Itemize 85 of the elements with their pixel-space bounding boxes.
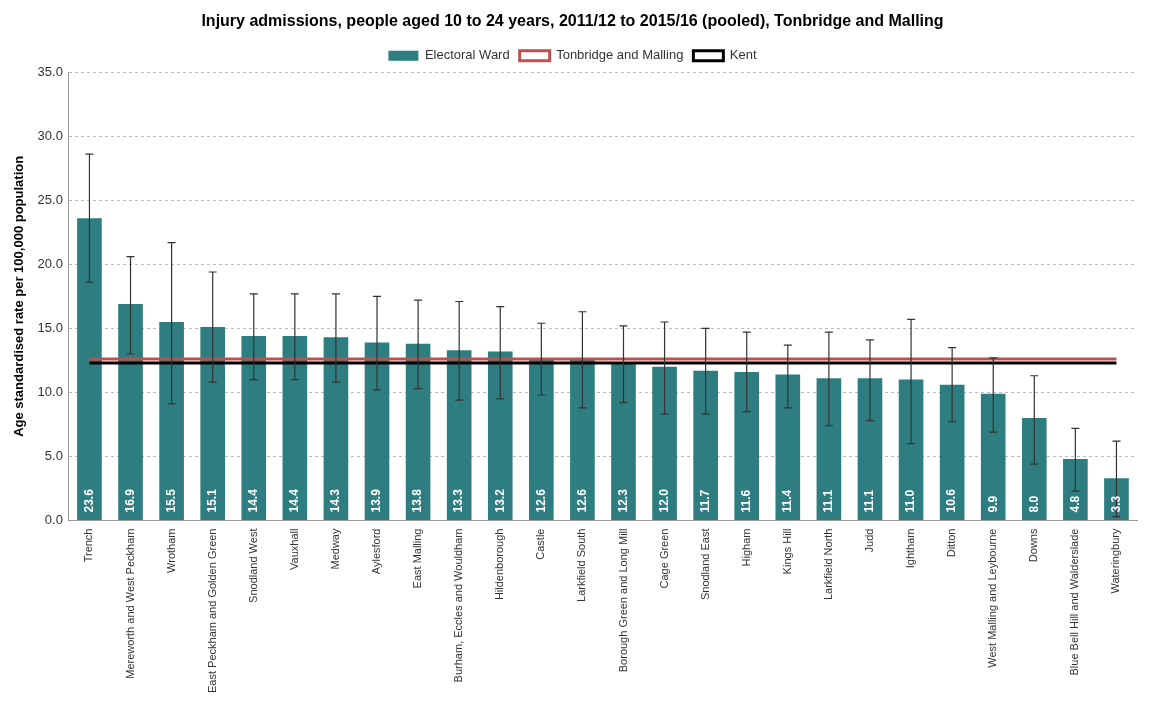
data-label: 14.4 [246, 488, 261, 513]
data-label: 12.6 [533, 488, 548, 513]
bar [734, 371, 760, 521]
data-label: 14.4 [287, 488, 302, 513]
y-tick-label: 5.0 [44, 448, 63, 464]
x-tick-label: Mereworth and West Peckham [123, 528, 136, 679]
bar [1021, 418, 1047, 521]
data-label: 11.1 [821, 489, 836, 513]
x-tick-label: Aylesford [370, 528, 383, 575]
x-tick-label: Higham [739, 528, 752, 567]
data-label: 11.1 [862, 489, 877, 513]
data-label: 13.8 [410, 488, 425, 513]
data-label: 4.8 [1067, 495, 1082, 513]
data-label: 9.9 [985, 495, 1000, 513]
data-label: 3.3 [1108, 495, 1123, 513]
bar [118, 304, 143, 521]
x-tick-label: Ightham [904, 528, 917, 569]
x-tick-label: East Malling [411, 528, 424, 589]
data-label: 11.4 [780, 489, 795, 513]
data-label: 8.0 [1026, 495, 1041, 513]
x-tick-label: Larkfield South [575, 528, 588, 602]
y-tick-label: 15.0 [37, 319, 63, 335]
x-tick-label: Wrotham [164, 528, 177, 573]
y-tick-label: 10.0 [37, 384, 63, 399]
x-tick-label: Larkfield North [821, 528, 834, 601]
x-tick-label: East Peckham and Golden Green [205, 528, 218, 693]
bar [487, 351, 513, 521]
data-label: 16.9 [122, 488, 137, 513]
bar [898, 379, 924, 521]
x-tick-label: Blue Bell Hill and Walderslade [1068, 528, 1081, 676]
y-axis-title: Age standardised rate per 100,000 population [11, 155, 27, 437]
data-label: 13.9 [369, 488, 384, 513]
x-tick-label: Wateringbury [1109, 528, 1122, 594]
bar [652, 366, 677, 521]
x-tick-label: Hildenborough [493, 528, 506, 601]
x-tick-label: Snodland East [698, 528, 711, 601]
x-tick-label: Medway [328, 528, 341, 570]
x-tick-label: Judd [863, 528, 876, 553]
data-label: 15.5 [163, 488, 178, 513]
bar [693, 370, 718, 521]
bar [323, 337, 349, 521]
data-label: 11.7 [697, 489, 712, 513]
bar [857, 378, 883, 521]
bar [980, 393, 1006, 521]
y-tick-label: 30.0 [37, 127, 63, 143]
x-tick-label: Snodland West [246, 528, 259, 603]
y-tick-label: 20.0 [37, 255, 63, 271]
data-label: 10.6 [944, 488, 959, 513]
bar [159, 321, 184, 521]
y-tick-label: 0.0 [44, 512, 63, 528]
bar [816, 378, 842, 521]
data-label: 12.6 [574, 488, 589, 513]
x-tick-label: Trench [82, 528, 95, 563]
x-tick-label: Downs [1027, 528, 1040, 563]
data-label: 11.0 [903, 489, 918, 513]
bar [1063, 459, 1088, 521]
bar [282, 336, 308, 521]
x-tick-label: Cage Green [657, 528, 670, 589]
data-label: 23.6 [81, 488, 96, 513]
chart-title: Injury admissions, people aged 10 to 24 years, 2011/12 to 2015/16 (pooled), Tonbridge and Malling [201, 12, 944, 30]
legend-label: Kent [729, 47, 757, 63]
bar [939, 384, 965, 521]
bar [241, 336, 267, 521]
bar [775, 374, 801, 521]
y-tick-label: 35.0 [37, 63, 63, 79]
x-tick-label: Ditton [945, 528, 958, 558]
data-label: 11.6 [739, 489, 754, 513]
legend-label: Tonbridge and Malling [556, 47, 684, 63]
x-tick-label: Castle [534, 528, 547, 560]
data-label: 12.0 [656, 488, 671, 513]
x-tick-label: Kings Hill [780, 528, 793, 575]
data-label: 12.3 [615, 488, 630, 513]
data-label: 14.3 [328, 488, 343, 513]
x-tick-label: Borough Green and Long Mill [616, 528, 629, 673]
x-tick-label: Vauxhall [287, 528, 300, 570]
data-label: 13.2 [492, 488, 507, 513]
bar [611, 362, 636, 521]
x-tick-label: West Malling and Leybourne [986, 528, 999, 668]
x-tick-label: Burham, Eccles and Wouldham [452, 528, 465, 683]
legend-label: Electoral Ward [424, 47, 510, 63]
data-label: 15.1 [205, 488, 219, 513]
bar [77, 218, 102, 521]
bar [200, 327, 226, 521]
y-tick-label: 25.0 [37, 191, 63, 207]
data-label: 13.3 [451, 488, 466, 513]
